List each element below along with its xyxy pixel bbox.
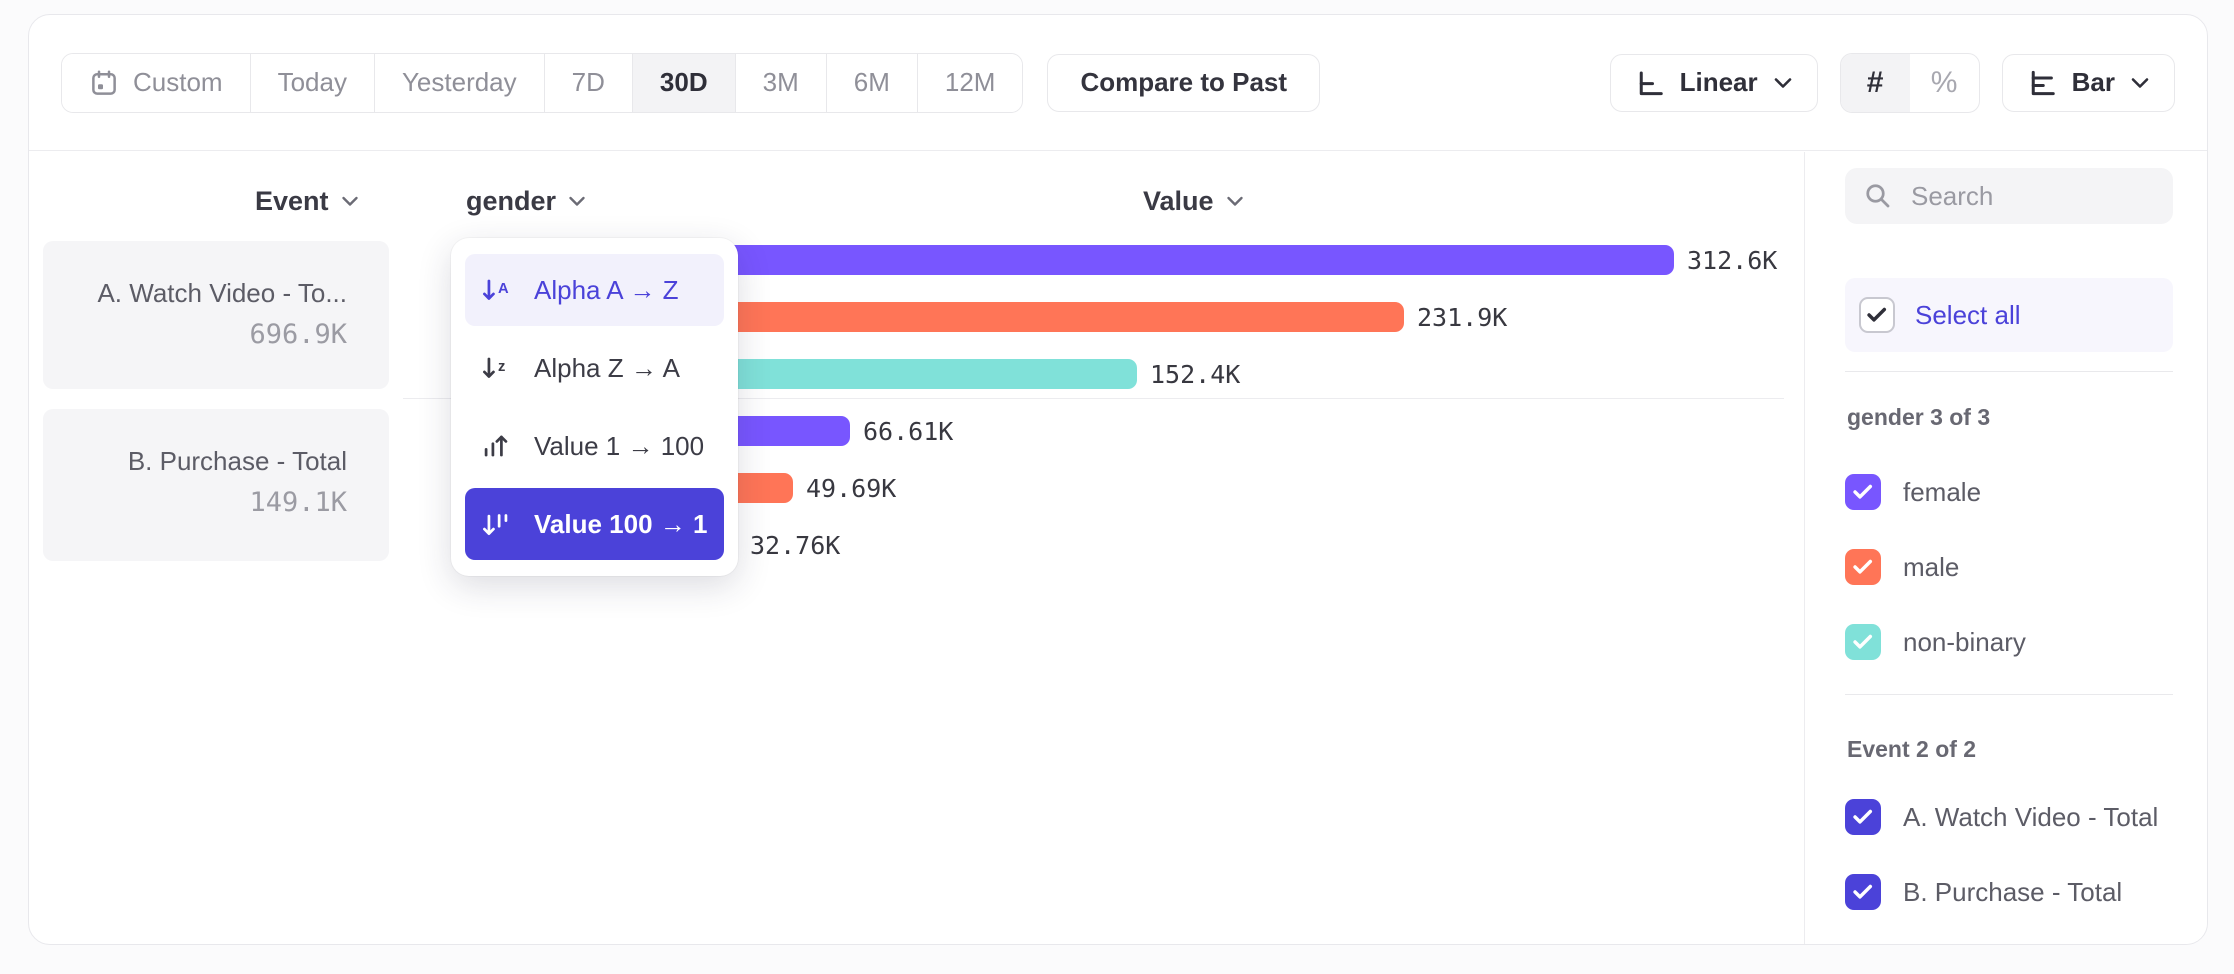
legend-checkbox[interactable] xyxy=(1845,474,1881,510)
chart-type-selector-button[interactable]: Bar xyxy=(2001,53,2175,112)
compare-to-past-button[interactable]: Compare to Past xyxy=(1047,53,1321,112)
sidebar-divider xyxy=(1845,694,2173,695)
chart-type-label: Bar xyxy=(2071,67,2115,97)
legend-row-a-watch-video-total[interactable]: A. Watch Video - Total xyxy=(1845,799,2158,835)
svg-text:z: z xyxy=(498,359,505,375)
breakdown-column-label: gender xyxy=(466,185,557,216)
search-icon xyxy=(1863,181,1893,211)
section-header: Event 2 of 2 xyxy=(1847,736,1977,762)
event-card[interactable]: B. Purchase - Total 149.1K xyxy=(43,409,389,561)
toolbar: Custom Today Yesterday 7D 30D 3M 6M 12M Compare… xyxy=(29,15,2207,151)
sort-option-value-1-100[interactable]: Value 1 → 100 xyxy=(465,410,724,482)
event-card-value: 149.1K xyxy=(249,487,347,518)
chevron-down-icon xyxy=(568,196,586,207)
date-range-3m[interactable]: 3M xyxy=(735,53,827,112)
sort-option-label: Value 1 → 100 xyxy=(534,430,705,461)
date-range-6m[interactable]: 6M xyxy=(826,53,918,112)
bar-value-label: 152.4K xyxy=(1150,360,1241,389)
legend-search[interactable] xyxy=(1845,168,2173,224)
date-range-label: 7D xyxy=(571,67,605,97)
legend-row-non-binary[interactable]: non-binary xyxy=(1845,624,2026,660)
scale-selector-button[interactable]: Linear xyxy=(1609,53,1818,112)
date-range-label: Yesterday xyxy=(401,67,517,97)
bar-chart-icon xyxy=(2027,68,2057,98)
chevron-down-icon xyxy=(1226,196,1244,207)
select-all-row[interactable]: Select all xyxy=(1845,278,2173,352)
absolute-format-option[interactable]: # xyxy=(1840,53,1910,112)
search-input[interactable] xyxy=(1909,179,2155,213)
value-column-header[interactable]: Value xyxy=(1143,183,1244,219)
sidebar-divider xyxy=(1845,371,2173,372)
chevron-down-icon xyxy=(1773,77,1793,89)
date-range-label: Today xyxy=(277,67,347,97)
date-range-7d[interactable]: 7D xyxy=(544,53,633,112)
sort-option-alpha-z-a[interactable]: z Alpha Z → A xyxy=(465,332,724,404)
bar-value-label: 312.6K xyxy=(1687,246,1778,275)
section-header: gender 3 of 3 xyxy=(1847,404,1991,430)
legend-label: non-binary xyxy=(1903,626,2026,657)
value-format-toggle: # % xyxy=(1839,52,1980,113)
select-all-label: Select all xyxy=(1915,299,2021,330)
scale-selector-label: Linear xyxy=(1679,67,1758,97)
linear-scale-icon xyxy=(1635,68,1665,98)
percent-format-option[interactable]: % xyxy=(1930,65,1958,99)
group-divider xyxy=(403,398,1784,399)
legend-sidebar: Select all gender 3 of 3 female male non-bi… xyxy=(1804,152,2207,944)
chevron-down-icon xyxy=(341,196,359,207)
date-range-label: 3M xyxy=(762,67,799,97)
date-range-label: 12M xyxy=(944,67,996,97)
sort-value-desc-icon xyxy=(480,510,516,538)
date-range-picker: Custom Today Yesterday 7D 30D 3M 6M 12M xyxy=(61,52,1024,113)
date-range-today[interactable]: Today xyxy=(250,53,375,112)
legend-row-female[interactable]: female xyxy=(1845,474,1981,510)
legend-checkbox[interactable] xyxy=(1845,624,1881,660)
event-card[interactable]: A. Watch Video - To... 696.9K xyxy=(43,241,389,389)
sort-option-value-100-1[interactable]: Value 100 → 1 xyxy=(465,488,724,560)
event-card-name: A. Watch Video - To... xyxy=(97,278,347,308)
event-column-label: Event xyxy=(255,185,329,216)
bar-value-label: 66.61K xyxy=(863,417,954,446)
date-range-yesterday[interactable]: Yesterday xyxy=(374,53,545,112)
legend-label: B. Purchase - Total xyxy=(1903,876,2123,907)
toolbar-right-controls: Linear # % Bar xyxy=(1609,52,2175,113)
legend-checkbox[interactable] xyxy=(1845,549,1881,585)
legend-label: male xyxy=(1903,551,1960,582)
bar-value-label: 231.9K xyxy=(1417,303,1508,332)
legend-row-b-purchase-total[interactable]: B. Purchase - Total xyxy=(1845,874,2122,910)
sort-alpha-asc-icon: A xyxy=(480,276,516,304)
legend-checkbox[interactable] xyxy=(1845,799,1881,835)
sort-option-label: Alpha A → Z xyxy=(534,274,679,305)
legend-label: A. Watch Video - Total xyxy=(1903,801,2159,832)
date-range-label: 30D xyxy=(659,67,708,97)
sort-option-alpha-a-z[interactable]: A Alpha A → Z xyxy=(465,254,724,326)
svg-text:A: A xyxy=(498,281,509,297)
value-column-label: Value xyxy=(1143,185,1214,216)
calendar-icon xyxy=(89,68,119,98)
sort-option-label: Alpha Z → A xyxy=(534,352,680,383)
date-range-label: 6M xyxy=(853,67,890,97)
select-all-checkbox[interactable] xyxy=(1859,297,1895,333)
report-card: Custom Today Yesterday 7D 30D 3M 6M 12M Compare… xyxy=(28,14,2208,945)
bar-value-label: 49.69K xyxy=(806,474,897,503)
legend-label: female xyxy=(1903,476,1982,507)
bar-male[interactable] xyxy=(627,302,1404,332)
event-column-header[interactable]: Event xyxy=(255,183,359,219)
bar-value-label: 32.76K xyxy=(750,531,841,560)
sort-dropdown-menu: A Alpha A → Z z Alpha Z → A Value 1 → 100 Val… xyxy=(451,238,738,576)
sort-alpha-desc-icon: z xyxy=(480,354,516,382)
date-range-30d[interactable]: 30D xyxy=(632,53,736,112)
chevron-down-icon xyxy=(2130,77,2150,89)
legend-checkbox[interactable] xyxy=(1845,874,1881,910)
event-card-name: B. Purchase - Total xyxy=(127,446,347,476)
event-card-value: 696.9K xyxy=(249,319,347,350)
sort-option-label: Value 100 → 1 xyxy=(534,508,708,539)
sort-value-asc-icon xyxy=(480,432,516,460)
legend-row-male[interactable]: male xyxy=(1845,549,1959,585)
breakdown-column-header[interactable]: gender xyxy=(466,183,586,219)
bar-female[interactable] xyxy=(627,245,1674,275)
date-range-custom[interactable]: Custom xyxy=(62,53,251,112)
date-range-12m[interactable]: 12M xyxy=(917,53,1023,112)
date-range-label: Custom xyxy=(133,67,223,97)
